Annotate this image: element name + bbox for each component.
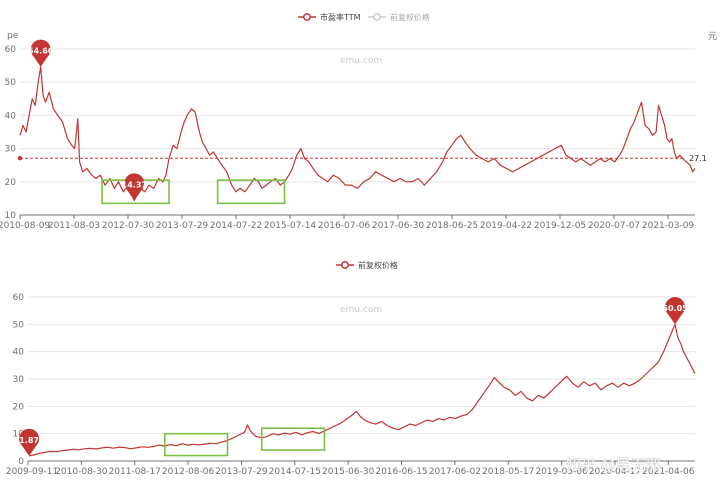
x-tick-label: 2010-08-09	[0, 221, 50, 231]
x-tick-label: 2019-05-06	[535, 467, 588, 477]
min-value-pin	[19, 428, 40, 456]
x-tick-label: 2016-07-06	[318, 221, 371, 231]
x-tick-label: 2012-08-06	[162, 467, 215, 477]
x-tick-label: 2018-05-17	[482, 467, 534, 477]
x-tick-label: 2017-06-30	[372, 221, 425, 231]
reference-line-start-dot	[17, 156, 23, 161]
x-tick-label: 2012-07-30	[102, 221, 155, 231]
legend-marker	[373, 13, 381, 21]
chart-watermark: emu.com	[340, 56, 382, 66]
y-tick-label: 40	[5, 111, 17, 121]
highlight-box	[260, 427, 326, 451]
x-tick-label: 2014-07-22	[210, 221, 262, 231]
min-value-pin-label: 14.37	[122, 180, 147, 189]
y-axis-unit-right: 元	[708, 32, 717, 42]
legend-label: 前复权价格	[390, 12, 430, 22]
legend-marker	[341, 261, 349, 269]
y-tick-label: 0	[18, 457, 24, 467]
max-value-pin-label: 54.66	[28, 47, 54, 56]
y-tick-label: 50	[5, 78, 17, 88]
x-tick-label: 2015-07-14	[264, 221, 317, 231]
x-tick-label: 2015-06-30	[322, 467, 375, 477]
y-axis-unit-left: pe	[7, 31, 19, 41]
x-tick-label: 2018-06-25	[426, 221, 478, 231]
x-tick-label: 2013-07-29	[215, 467, 268, 477]
zhihu-credit-watermark: 知乎 @思无邪	[566, 456, 661, 474]
pe-chart: 市盈率TTM 前复权价格 pe 元 emu.com 10 20 30 40 50 60 2010-08…	[0, 12, 717, 231]
x-tick-label: 2021-04-06	[642, 467, 695, 477]
legend-label: 前复权价格	[358, 260, 398, 270]
legend-marker	[303, 13, 311, 21]
y-tick-label: 40	[13, 348, 25, 358]
x-tick-label: 2020-04-17	[589, 467, 641, 477]
x-tick-label: 2011-08-03	[48, 221, 100, 231]
min-value-pin-label: 1.87	[19, 436, 39, 445]
max-value-pin-label: 50.05	[662, 304, 688, 313]
x-tick-label: 2010-08-30	[55, 467, 108, 477]
series-line	[19, 66, 696, 202]
x-tick-label: 2014-07-15	[269, 467, 321, 477]
y-tick-label: 30	[13, 375, 25, 385]
y-tick-label: 10	[13, 430, 25, 440]
y-tick-label: 30	[5, 145, 17, 155]
price-chart: 前复权价格 emu.com 0 10 20 30 40 50 60 2009-09-112010-…	[6, 260, 696, 477]
x-tick-label: 2009-09-11	[6, 467, 58, 477]
min-value-pin	[124, 173, 145, 201]
y-tick-label: 10	[5, 211, 17, 221]
legend-label: 市盈率TTM	[320, 12, 361, 22]
reference-line-label: 27.1	[689, 154, 707, 163]
x-tick-label: 2017-06-02	[429, 467, 481, 477]
highlight-box	[164, 432, 229, 457]
x-tick-label: 2019-12-05	[534, 221, 586, 231]
x-tick-label: 2011-08-17	[109, 467, 161, 477]
highlight-box	[216, 179, 286, 205]
y-tick-label: 20	[5, 178, 17, 188]
max-value-pin	[30, 39, 51, 67]
chart-watermark: emu.com	[340, 305, 382, 315]
y-tick-label: 60	[13, 293, 25, 303]
y-tick-label: 60	[5, 45, 17, 55]
x-tick-label: 2013-07-29	[156, 221, 209, 231]
x-tick-label: 2019-04-22	[480, 221, 532, 231]
y-tick-label: 20	[13, 402, 25, 412]
x-tick-label: 2021-03-09	[642, 221, 695, 231]
x-tick-label: 2016-06-15	[375, 467, 427, 477]
y-tick-label: 50	[13, 320, 25, 330]
max-value-pin	[665, 297, 686, 325]
x-tick-label: 2020-07-07	[588, 221, 640, 231]
series-line	[28, 323, 696, 457]
